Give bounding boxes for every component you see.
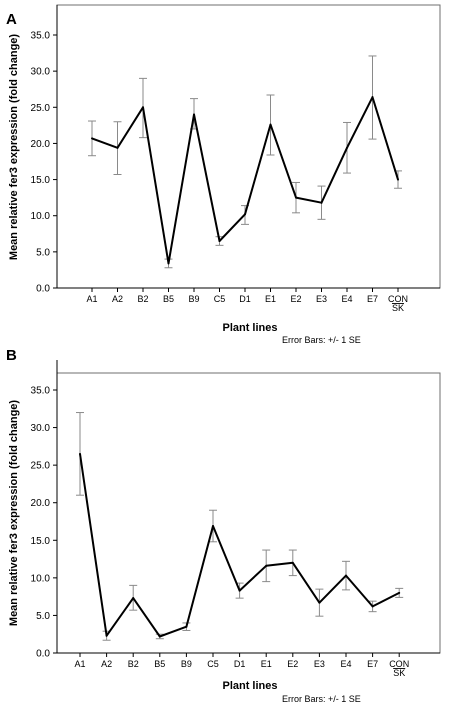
y-tick-label: 30.0 <box>31 423 51 434</box>
y-axis-label: Mean relative fer3 expression (fold chan… <box>8 34 20 261</box>
data-point <box>79 452 81 455</box>
data-point <box>238 589 241 592</box>
y-tick-label: 10.0 <box>31 211 51 222</box>
data-point <box>265 564 268 567</box>
x-tick-label: E4 <box>340 659 351 669</box>
x-tick-label: A2 <box>112 294 123 304</box>
y-tick-label: 5.0 <box>36 611 50 622</box>
y-tick-label: 5.0 <box>36 247 50 258</box>
data-point <box>218 240 221 243</box>
data-point <box>185 625 188 628</box>
y-tick-label: 15.0 <box>31 536 51 547</box>
data-point <box>244 213 246 216</box>
data-point <box>398 591 401 594</box>
y-tick-label: 20.0 <box>31 498 51 509</box>
x-tick-label: E7 <box>367 659 378 669</box>
data-point <box>269 123 272 126</box>
y-tick-label: 15.0 <box>31 175 51 186</box>
x-tick-label: E2 <box>290 294 301 304</box>
x-tick-label: B5 <box>154 659 165 669</box>
data-point <box>345 574 347 577</box>
x-tick-label: C5 <box>214 294 226 304</box>
y-tick-label: 0.0 <box>36 649 50 660</box>
data-point <box>295 196 297 199</box>
x-tick-label: E4 <box>341 294 352 304</box>
x-tick-label: E1 <box>265 294 276 304</box>
x-tick-label: E1 <box>261 659 272 669</box>
y-tick-label: 35.0 <box>31 31 51 42</box>
data-point <box>318 601 321 604</box>
data-point <box>346 146 348 149</box>
x-axis-label: Plant lines <box>222 322 277 334</box>
y-tick-label: 35.0 <box>31 386 51 397</box>
y-tick-label: 0.0 <box>36 284 50 295</box>
data-point <box>132 597 135 600</box>
x-tick-label: B2 <box>128 659 139 669</box>
x-tick-label: C5 <box>207 659 219 669</box>
data-point <box>193 113 195 116</box>
x-tick-label: CON SK <box>389 659 409 678</box>
data-point <box>142 106 144 109</box>
y-tick-label: 10.0 <box>31 573 51 584</box>
chart-panel-b: B Mean relative fer3 expression (fold ch… <box>6 347 441 704</box>
error-bar-note: Error Bars: +/- 1 SE <box>282 694 361 704</box>
data-point <box>91 137 93 140</box>
plot-area <box>56 372 441 654</box>
error-bar-note: Error Bars: +/- 1 SE <box>282 335 361 345</box>
x-tick-label: D1 <box>234 659 246 669</box>
data-point <box>320 201 323 204</box>
x-axis-label: Plant lines <box>222 680 277 692</box>
x-tick-label: CON SK <box>388 294 408 313</box>
data-point <box>158 635 161 638</box>
data-point <box>291 561 294 564</box>
x-tick-label: E3 <box>314 659 325 669</box>
y-tick-label: 25.0 <box>31 103 51 114</box>
x-tick-label: E7 <box>367 294 378 304</box>
y-tick-label: 25.0 <box>31 461 51 472</box>
x-tick-label: A1 <box>74 659 85 669</box>
chart-panel-a: A Mean relative fer3 expression (fold ch… <box>6 4 441 345</box>
plot-area <box>56 4 441 289</box>
x-tick-label: E3 <box>316 294 327 304</box>
x-tick-label: B5 <box>163 294 174 304</box>
y-axis-label: Mean relative fer3 expression (fold chan… <box>8 400 20 627</box>
data-point <box>212 525 214 528</box>
x-tick-label: B9 <box>181 659 192 669</box>
x-tick-label: D1 <box>239 294 251 304</box>
data-point <box>116 146 119 149</box>
x-tick-label: B2 <box>137 294 148 304</box>
x-tick-label: E2 <box>287 659 298 669</box>
x-tick-label: A2 <box>101 659 112 669</box>
data-point <box>167 262 170 265</box>
data-point <box>371 96 374 99</box>
data-point <box>371 605 374 608</box>
y-tick-label: 20.0 <box>31 139 51 150</box>
x-tick-label: B9 <box>188 294 199 304</box>
x-tick-label: A1 <box>86 294 97 304</box>
data-point <box>105 634 108 637</box>
data-point <box>397 178 399 181</box>
panel-label: A <box>6 11 17 28</box>
panel-label: B <box>6 347 17 364</box>
y-tick-label: 30.0 <box>31 67 51 78</box>
